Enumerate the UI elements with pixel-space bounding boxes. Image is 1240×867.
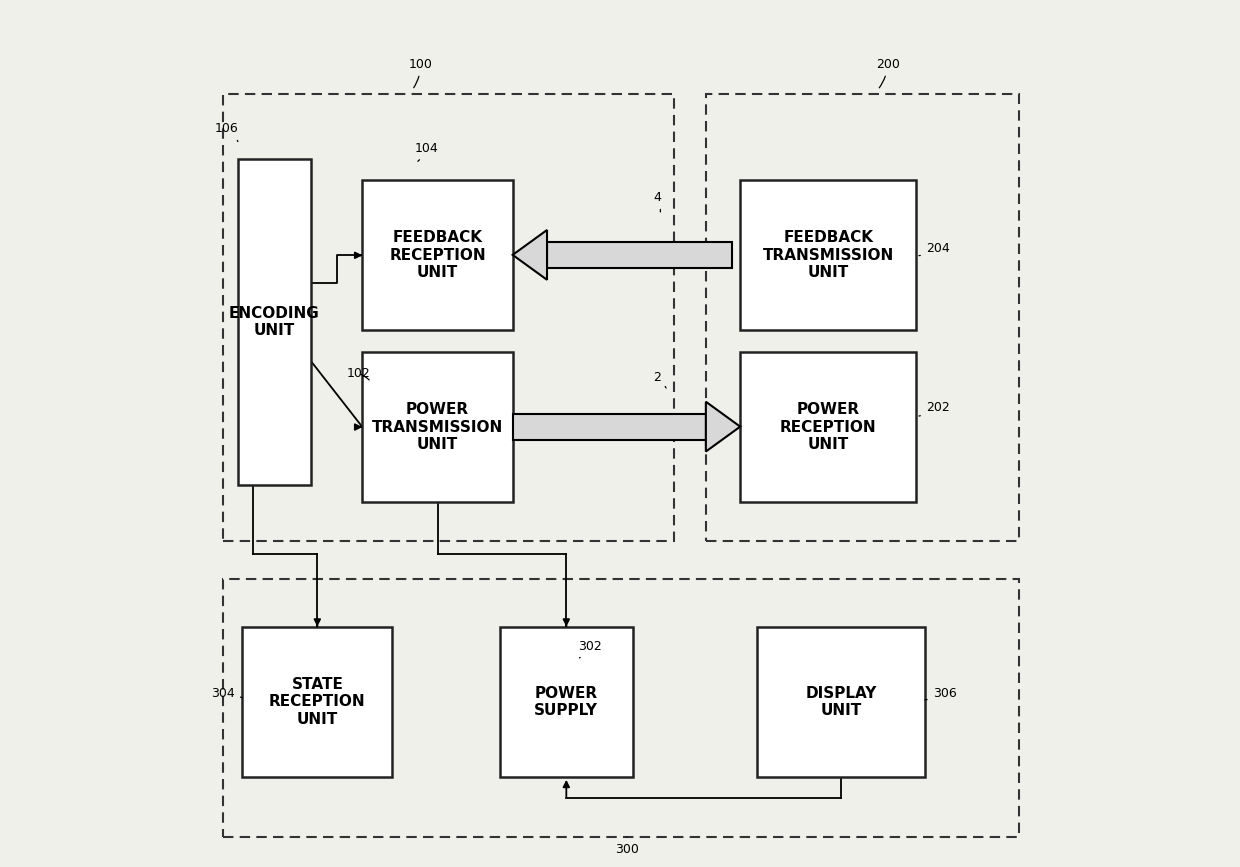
Bar — [740, 352, 916, 502]
Bar — [242, 627, 392, 777]
Polygon shape — [512, 230, 547, 280]
Text: ENCODING
UNIT: ENCODING UNIT — [229, 306, 320, 338]
Text: 302: 302 — [578, 640, 601, 658]
Text: STATE
RECEPTION
UNIT: STATE RECEPTION UNIT — [269, 677, 366, 727]
Bar — [223, 95, 675, 541]
Text: 200: 200 — [875, 58, 900, 88]
Text: 304: 304 — [212, 688, 242, 701]
Bar — [758, 627, 925, 777]
Bar — [547, 242, 732, 268]
Bar — [238, 159, 311, 485]
Text: 204: 204 — [919, 243, 950, 256]
Bar — [362, 180, 512, 330]
Text: 106: 106 — [215, 122, 238, 141]
Text: 202: 202 — [919, 401, 950, 416]
Text: 102: 102 — [346, 367, 370, 380]
Bar — [223, 579, 1019, 837]
Text: 104: 104 — [415, 142, 439, 161]
Text: POWER
TRANSMISSION
UNIT: POWER TRANSMISSION UNIT — [372, 402, 503, 452]
Text: POWER
SUPPLY: POWER SUPPLY — [534, 686, 599, 718]
Bar — [740, 180, 916, 330]
Text: 100: 100 — [409, 58, 433, 88]
Text: 2: 2 — [653, 371, 666, 388]
Text: FEEDBACK
TRANSMISSION
UNIT: FEEDBACK TRANSMISSION UNIT — [763, 231, 894, 280]
Text: 4: 4 — [653, 191, 661, 212]
Bar — [500, 627, 632, 777]
Bar — [362, 352, 512, 502]
Text: POWER
RECEPTION
UNIT: POWER RECEPTION UNIT — [780, 402, 877, 452]
Text: 306: 306 — [925, 688, 956, 701]
Text: DISPLAY
UNIT: DISPLAY UNIT — [806, 686, 877, 718]
Text: FEEDBACK
RECEPTION
UNIT: FEEDBACK RECEPTION UNIT — [389, 231, 486, 280]
Text: 300: 300 — [615, 837, 639, 856]
Polygon shape — [706, 401, 740, 452]
Bar — [706, 95, 1019, 541]
Bar — [512, 414, 706, 440]
